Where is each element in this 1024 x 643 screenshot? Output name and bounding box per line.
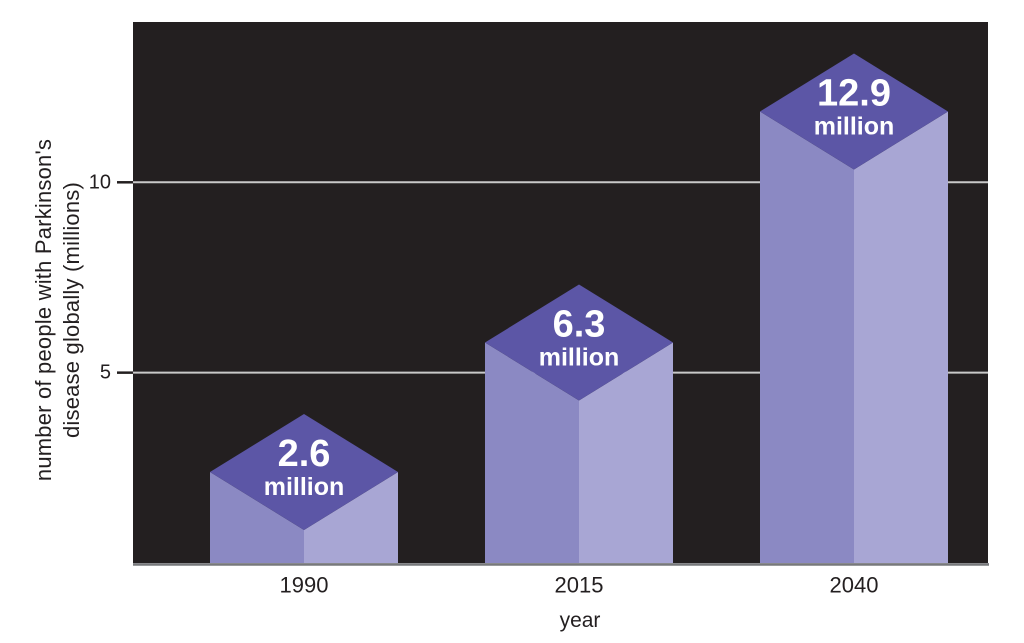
axis-layer: 5 10 (89, 171, 989, 566)
x-category-label-1990: 1990 (280, 573, 329, 598)
bar-face-right (579, 342, 673, 563)
y-axis-title-line1: number of people with Parkinson's (31, 139, 56, 481)
bar-face-left (760, 111, 854, 563)
bar-face-left (485, 342, 579, 563)
bar-unit-label: million (264, 473, 345, 501)
bar-unit-label: million (539, 344, 620, 372)
x-category-label-2040: 2040 (830, 573, 879, 598)
bar-unit-label: million (814, 113, 895, 141)
y-axis-title-line2: disease globally (millions) (59, 182, 84, 438)
y-tick-label-5: 5 (100, 362, 111, 384)
bar-face-top (760, 53, 948, 170)
bar-value-label: 2.6 (278, 433, 331, 475)
bar-face-left (210, 472, 304, 563)
x-axis-title: year (560, 609, 601, 632)
bar-face-right (304, 472, 398, 563)
y-tick-label-10: 10 (89, 171, 111, 193)
bar-face-top (210, 414, 398, 530)
x-category-label-2015: 2015 (555, 573, 604, 598)
bar-face-right (854, 111, 948, 563)
x-axis-labels-layer: 1990 2015 2040 (280, 573, 879, 598)
bar-value-label: 12.9 (817, 73, 891, 115)
bar-face-top (485, 284, 673, 401)
bar-value-label: 6.3 (553, 304, 606, 346)
